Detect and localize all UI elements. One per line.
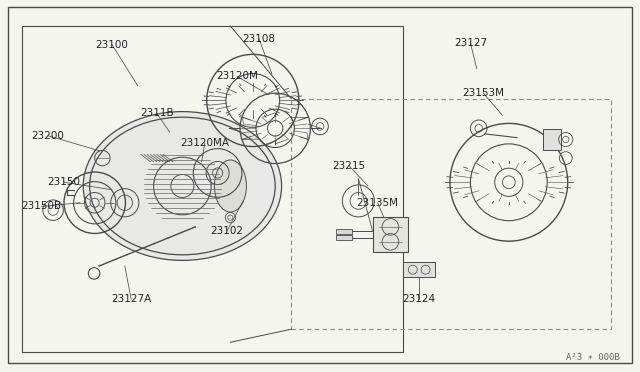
Bar xyxy=(543,129,561,150)
Text: 23120MA: 23120MA xyxy=(180,138,229,148)
Bar xyxy=(372,217,408,252)
Text: 23124: 23124 xyxy=(403,295,436,304)
Bar xyxy=(291,99,611,329)
Text: A²3 ∗ 000B: A²3 ∗ 000B xyxy=(566,353,620,362)
Text: 2311B: 2311B xyxy=(140,109,173,118)
Text: 23127: 23127 xyxy=(454,38,487,48)
Bar xyxy=(403,262,435,277)
Text: 23100: 23100 xyxy=(95,40,129,49)
Bar xyxy=(336,229,352,234)
Text: 23135M: 23135M xyxy=(356,198,399,208)
Text: 23120M: 23120M xyxy=(216,71,258,81)
Text: 23200: 23200 xyxy=(31,131,65,141)
Text: 23153M: 23153M xyxy=(462,88,504,98)
Bar xyxy=(22,26,403,352)
Text: 23108: 23108 xyxy=(243,34,276,44)
Text: 23127A: 23127A xyxy=(111,295,151,304)
Text: 23150: 23150 xyxy=(47,177,81,187)
Text: 23102: 23102 xyxy=(211,226,244,235)
Text: 23215: 23215 xyxy=(332,161,365,170)
Ellipse shape xyxy=(83,112,282,260)
Ellipse shape xyxy=(214,160,246,212)
Bar xyxy=(336,235,352,240)
Text: 23150B: 23150B xyxy=(22,202,61,211)
